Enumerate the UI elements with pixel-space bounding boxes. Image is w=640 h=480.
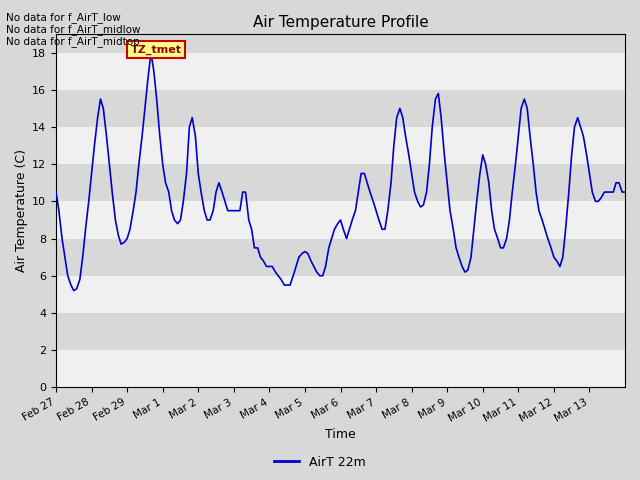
- Bar: [56, 164, 625, 202]
- Bar: [56, 350, 625, 387]
- Bar: [56, 313, 625, 350]
- Text: TZ_tmet: TZ_tmet: [131, 45, 182, 55]
- Y-axis label: Air Temperature (C): Air Temperature (C): [15, 149, 28, 272]
- Bar: [56, 52, 625, 90]
- Bar: [56, 127, 625, 164]
- Text: No data for f_AirT_low: No data for f_AirT_low: [6, 12, 121, 23]
- Text: No data for f_AirT_midtop: No data for f_AirT_midtop: [6, 36, 140, 47]
- Bar: [56, 202, 625, 239]
- Text: No data for f_AirT_midlow: No data for f_AirT_midlow: [6, 24, 141, 35]
- Legend: AirT 22m: AirT 22m: [269, 451, 371, 474]
- Bar: [56, 276, 625, 313]
- Bar: [56, 239, 625, 276]
- X-axis label: Time: Time: [325, 428, 356, 441]
- Title: Air Temperature Profile: Air Temperature Profile: [253, 15, 428, 30]
- Bar: [56, 90, 625, 127]
